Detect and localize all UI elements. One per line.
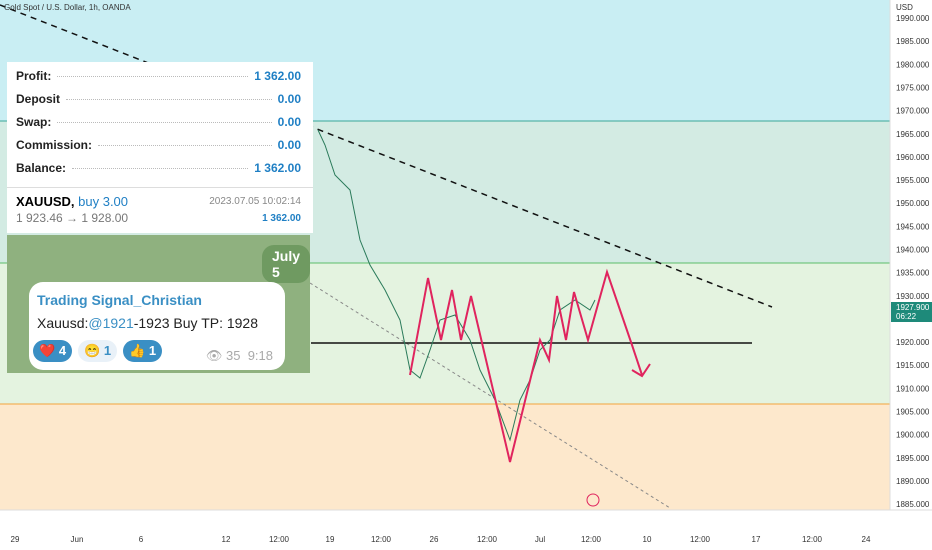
date-chip: July 5 [262,245,311,283]
price-tag-price: 1927.900 [896,303,930,312]
projection-path [409,268,643,463]
trade-time: 2023.07.05 10:02:14 [209,196,301,207]
reaction-count: 4 [58,343,67,358]
trade-prices: 1 923.46 → 1 928.00 [16,211,129,225]
row-label: Swap: [16,115,52,129]
summary-row: Profit: 1 362.00 [16,66,301,86]
currency: USD [896,3,913,12]
summary-row: Balance: 1 362.00 [16,158,301,178]
price-tag [891,302,932,322]
row-label: Deposit [16,92,61,106]
price-label: 1895.000 [896,454,930,463]
time-label: 12:00 [269,535,290,544]
dots [57,121,272,123]
price-tag-time: 06:22 [896,312,917,321]
row-label: Profit: [16,69,52,83]
reaction-count: 1 [103,343,112,358]
symbol: Gold Spot / U.S. Dollar, 1h, OANDA [4,3,131,12]
time-label: 12:00 [581,535,602,544]
time-label: 26 [430,535,439,544]
price-label: 1910.000 [896,384,930,393]
row-value: 0.00 [277,138,301,152]
trade-profit: 1 362.00 [262,213,301,224]
zone [0,404,890,510]
message-text: Xauusd:@1921-1923 Buy TP: 1928 [37,315,259,331]
row-label: Balance: [16,161,67,175]
message-bubble: Trading Signal_Christian Xauusd:@1921-19… [29,282,285,370]
row-label: Commission: [16,138,93,152]
summary-row: Commission: 0.00 [16,135,301,155]
time-label: Jul [535,535,545,544]
time-label: 17 [752,535,761,544]
price-label: 1905.000 [896,407,930,416]
time-label: 12:00 [690,535,711,544]
trade-summary: Profit: 1 362.00 Deposit 0.00 Swap: 0.00 Commi… [7,62,313,233]
price-label: 1900.000 [896,431,930,440]
reaction[interactable]: 😁 1 [78,340,118,362]
views: 👁 35 9:18 [205,348,273,363]
price-path [317,129,596,442]
row-value: 0.00 [277,115,301,129]
time-label: 29 [11,535,20,544]
dots [72,167,249,169]
price-label: 1975.000 [896,84,930,93]
price-label: 1965.000 [896,130,930,139]
summary-row: Deposit 0.00 [16,89,301,109]
price-label: 1955.000 [896,176,930,185]
price-label: 1950.000 [896,199,930,208]
price-label: 1885.000 [896,500,930,509]
time-label: 10 [643,535,652,544]
time-label: 19 [326,535,335,544]
price-label: 1985.000 [896,37,930,46]
time-label: 6 [139,535,144,544]
reaction[interactable]: ❤️ 4 [33,340,73,362]
reaction-count: 1 [148,343,157,358]
dots [57,75,249,77]
price-label: 1915.000 [896,361,930,370]
author: Trading Signal_Christian [37,292,202,308]
reaction[interactable]: 👍 1 [123,340,163,362]
price-label: 1980.000 [896,60,930,69]
price-label: 1940.000 [896,246,930,255]
event-icon[interactable] [586,493,600,507]
row-value: 0.00 [277,92,301,106]
dots [66,98,272,100]
price-label: 1990.000 [896,14,930,23]
time-label: 24 [862,535,871,544]
price-label: 1935.000 [896,269,930,278]
row-value: 1 362.00 [254,161,301,175]
price-label: 1890.000 [896,477,930,486]
time-label: 12 [222,535,231,544]
summary-row: Swap: 0.00 [16,112,301,132]
divider [7,187,313,188]
time-label: Jun [71,535,84,544]
price-label: 1970.000 [896,107,930,116]
trend-line [309,282,671,509]
price-label: 1920.000 [896,338,930,347]
time-label: 12:00 [477,535,498,544]
message-screenshot: July 5 Trading Signal_Christian Xauusd:@… [7,235,311,373]
trade-symbol: XAUUSD, buy 3.00 [16,194,129,209]
row-value: 1 362.00 [254,69,301,83]
trade-side: buy 3.00 [78,194,129,209]
time-label: 12:00 [802,535,823,544]
price-label: 1930.000 [896,292,930,301]
arrow-head [631,363,651,378]
time-label: 12:00 [371,535,392,544]
price-label: 1960.000 [896,153,930,162]
price-label: 1945.000 [896,222,930,231]
dots [98,144,272,146]
